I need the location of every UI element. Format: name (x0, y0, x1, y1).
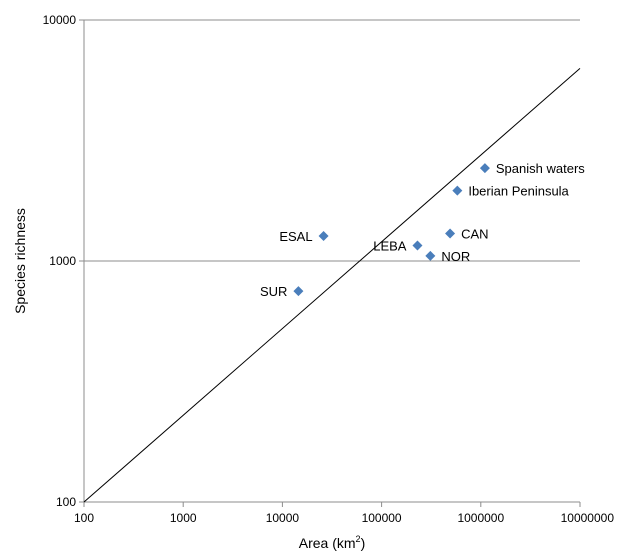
data-point-label: NOR (441, 249, 470, 264)
x-tick-label: 10000000 (561, 511, 615, 525)
data-point-marker (293, 286, 304, 297)
y-tick-label: 1000 (49, 254, 76, 268)
x-tick-label: 10000 (266, 511, 300, 525)
x-axis-label-suffix: ) (361, 535, 366, 551)
x-tick-label: 100000 (362, 511, 402, 525)
x-tick-label: 1000000 (457, 511, 504, 525)
data-point-marker (479, 163, 490, 174)
data-point-label: SUR (260, 284, 287, 299)
data-point-marker (412, 240, 423, 251)
y-ticks: 100 1000 10000 (43, 13, 84, 509)
data-point-marker (445, 228, 456, 239)
data-points (293, 163, 490, 297)
data-point-label: LEBA (373, 238, 407, 253)
x-tick-label: 1000 (170, 511, 197, 525)
y-axis-label: Species richness (12, 208, 28, 314)
x-axis-label: Area (km2) (299, 534, 365, 551)
gridlines (84, 19, 580, 262)
data-point-label: CAN (461, 227, 488, 242)
data-point-marker (425, 250, 436, 261)
data-point-marker (318, 230, 329, 241)
y-tick-label: 100 (56, 495, 76, 509)
x-ticks: 100 1000 10000 100000 1000000 10000000 (74, 502, 614, 525)
x-tick-label: 100 (74, 511, 94, 525)
data-point-label: Iberian Peninsula (468, 184, 569, 199)
fit-line-group (83, 67, 581, 503)
x-axis-label-text: Area (km (299, 535, 356, 551)
data-point-label: ESAL (279, 229, 312, 244)
data-point-marker (452, 185, 463, 196)
y-tick-label: 10000 (43, 13, 77, 27)
fit-line (83, 67, 581, 503)
point-labels: Spanish waters Iberian Peninsula ESAL CAN LE… (260, 161, 585, 299)
data-point-label: Spanish waters (496, 161, 585, 176)
x-axis-label-superscript: 2 (356, 534, 361, 544)
